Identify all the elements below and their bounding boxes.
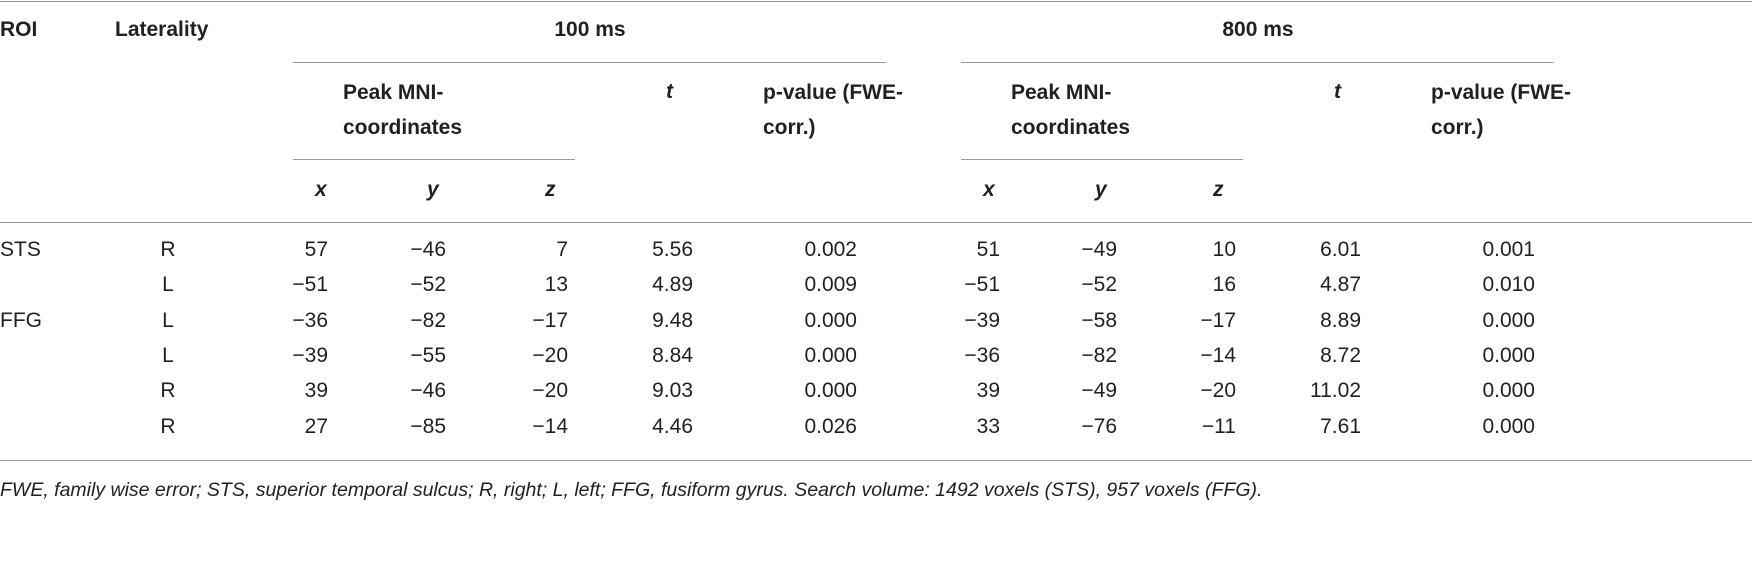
value-cell: −14	[1200, 343, 1236, 367]
header-coords: Peak MNI-coordinates	[343, 81, 463, 139]
value-cell: 0.000	[804, 379, 857, 403]
value-cell: 0.010	[1482, 273, 1535, 297]
value-cell: −49	[1081, 379, 1117, 403]
value-cell: −85	[410, 414, 446, 438]
header-axis: z	[1213, 178, 1224, 201]
laterality-cell: L	[162, 308, 174, 332]
value-cell: 8.89	[1320, 308, 1361, 332]
value-cell: 0.000	[1482, 379, 1535, 403]
value-cell: −52	[410, 273, 446, 297]
value-cell: −82	[1081, 343, 1117, 367]
value-cell: −39	[292, 343, 328, 367]
value-cell: 0.009	[804, 273, 857, 297]
value-cell: 39	[304, 379, 328, 403]
value-cell: 27	[304, 414, 328, 438]
laterality-cell: L	[162, 273, 174, 297]
header-group: 800 ms	[1222, 18, 1294, 41]
value-cell: −76	[1081, 414, 1117, 438]
value-cell: 7.61	[1320, 414, 1361, 438]
header-coords: Peak MNI-coordinates	[1011, 81, 1131, 139]
coords-rule	[293, 159, 575, 160]
roi-cell: STS	[0, 238, 41, 261]
laterality-cell: L	[162, 343, 174, 367]
value-cell: −55	[410, 343, 446, 367]
laterality-cell: R	[160, 414, 176, 438]
value-cell: 33	[976, 414, 1000, 438]
value-cell: −58	[1081, 308, 1117, 332]
value-cell: 0.026	[804, 414, 857, 438]
value-cell: −51	[292, 273, 328, 297]
header-laterality: Laterality	[115, 18, 209, 41]
top-rule	[0, 1, 1752, 2]
laterality-cell: R	[160, 379, 176, 403]
header-roi: ROI	[0, 18, 38, 41]
footnote: FWE, family wise error; STS, superior te…	[0, 479, 1263, 501]
value-cell: 4.89	[652, 273, 693, 297]
value-cell: 6.01	[1320, 238, 1361, 261]
header-p: p-value (FWE-corr.)	[1431, 81, 1571, 139]
value-cell: −36	[964, 343, 1000, 367]
value-cell: 13	[544, 273, 568, 297]
value-cell: −20	[532, 379, 568, 403]
coords-rule	[961, 159, 1243, 160]
header-axis: y	[1095, 178, 1107, 201]
value-cell: 0.000	[804, 343, 857, 367]
header-p: p-value (FWE-corr.)	[763, 81, 903, 139]
value-cell: −52	[1081, 273, 1117, 297]
group-rule	[961, 62, 1554, 63]
header-axis: z	[545, 178, 556, 201]
header-axis: x	[315, 178, 327, 201]
header-t: t	[1334, 80, 1341, 103]
value-cell: −49	[1081, 238, 1117, 261]
value-cell: −39	[964, 308, 1000, 332]
value-cell: 11.02	[1310, 379, 1361, 403]
value-cell: −51	[964, 273, 1000, 297]
value-cell: −46	[410, 238, 446, 261]
value-cell: 7	[556, 238, 568, 261]
value-cell: 10	[1212, 238, 1236, 261]
header-group: 100 ms	[554, 18, 626, 41]
value-cell: 4.87	[1320, 273, 1361, 297]
value-cell: −17	[532, 308, 568, 332]
header-t: t	[666, 80, 673, 103]
value-cell: 8.72	[1320, 343, 1361, 367]
value-cell: −82	[410, 308, 446, 332]
value-cell: 39	[976, 379, 1000, 403]
roi-cell: FFG	[0, 308, 42, 332]
header-axis: x	[983, 178, 995, 201]
value-cell: 0.001	[1482, 238, 1535, 261]
value-cell: 0.002	[804, 238, 857, 261]
value-cell: −20	[1200, 379, 1236, 403]
value-cell: −14	[532, 414, 568, 438]
header-rule	[0, 222, 1752, 223]
value-cell: 51	[976, 238, 1000, 261]
header-axis: y	[427, 178, 439, 201]
value-cell: −11	[1201, 414, 1236, 438]
laterality-cell: R	[160, 238, 176, 261]
value-cell: 0.000	[1482, 308, 1535, 332]
value-cell: −17	[1200, 308, 1236, 332]
group-rule	[293, 62, 886, 63]
value-cell: 9.48	[652, 308, 693, 332]
value-cell: −46	[410, 379, 446, 403]
value-cell: 0.000	[1482, 414, 1535, 438]
value-cell: 0.000	[1482, 343, 1535, 367]
value-cell: 9.03	[652, 379, 693, 403]
value-cell: 16	[1212, 273, 1236, 297]
bottom-rule	[0, 460, 1752, 461]
value-cell: −36	[292, 308, 328, 332]
value-cell: −20	[532, 343, 568, 367]
value-cell: 0.000	[804, 308, 857, 332]
value-cell: 8.84	[652, 343, 693, 367]
value-cell: 57	[304, 238, 328, 261]
value-cell: 4.46	[652, 414, 693, 438]
value-cell: 5.56	[652, 238, 693, 261]
